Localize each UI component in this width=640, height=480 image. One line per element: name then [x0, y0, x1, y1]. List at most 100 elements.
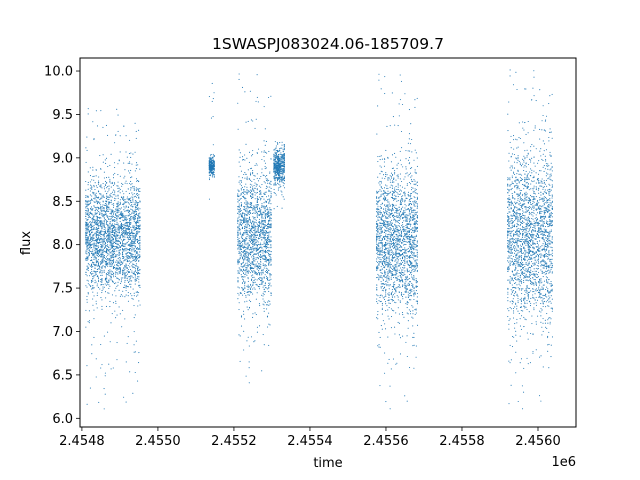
- data-point: [243, 247, 245, 249]
- data-point: [87, 108, 89, 110]
- data-point: [102, 215, 104, 217]
- data-point: [96, 228, 98, 230]
- data-point: [134, 250, 136, 252]
- data-point: [263, 267, 265, 269]
- data-point: [261, 277, 263, 279]
- data-point: [116, 234, 118, 236]
- data-point: [124, 226, 126, 229]
- data-point: [94, 197, 96, 199]
- data-point: [270, 236, 272, 238]
- data-point: [112, 257, 114, 259]
- data-point: [120, 211, 122, 213]
- data-point: [96, 200, 98, 202]
- data-point: [103, 243, 105, 245]
- data-point: [134, 211, 136, 213]
- data-point: [110, 182, 112, 184]
- data-point: [122, 219, 124, 221]
- data-point: [127, 269, 130, 271]
- data-point: [249, 90, 251, 92]
- data-point: [265, 287, 267, 289]
- data-point: [123, 238, 125, 240]
- data-point: [244, 172, 246, 174]
- data-point: [120, 222, 123, 224]
- data-point: [86, 286, 88, 288]
- data-point: [252, 285, 254, 287]
- data-point: [95, 201, 97, 203]
- data-point: [254, 221, 256, 223]
- data-point: [133, 272, 135, 274]
- data-point: [120, 259, 122, 261]
- data-point: [97, 197, 99, 199]
- data-point: [104, 251, 106, 253]
- data-point: [246, 189, 248, 191]
- data-point: [130, 293, 132, 295]
- data-point: [85, 189, 87, 191]
- data-point: [100, 230, 102, 232]
- data-point: [120, 279, 123, 281]
- data-point: [132, 199, 134, 201]
- data-point: [112, 245, 114, 248]
- data-point: [85, 258, 87, 260]
- data-point: [135, 205, 137, 207]
- data-point: [111, 260, 113, 262]
- data-point: [241, 216, 243, 218]
- data-point: [115, 275, 117, 277]
- data-point: [251, 231, 253, 233]
- data-point: [91, 199, 93, 201]
- data-point: [101, 230, 103, 232]
- data-point: [263, 234, 265, 236]
- data-point: [248, 232, 251, 234]
- data-point: [112, 250, 114, 252]
- data-point: [101, 228, 103, 230]
- data-point: [279, 173, 281, 175]
- data-point: [86, 245, 88, 247]
- data-point: [109, 249, 111, 251]
- data-point: [132, 249, 134, 251]
- data-point: [129, 161, 131, 163]
- data-point: [262, 298, 264, 300]
- data-point: [108, 284, 110, 286]
- data-point: [134, 270, 136, 273]
- data-point: [117, 210, 119, 212]
- data-point: [124, 249, 126, 251]
- data-point: [248, 249, 251, 251]
- data-point: [244, 270, 246, 272]
- data-point: [277, 179, 279, 181]
- data-point: [113, 252, 115, 255]
- data-point: [133, 235, 135, 237]
- data-point: [134, 238, 136, 240]
- data-point: [134, 122, 136, 124]
- data-point: [250, 167, 253, 169]
- data-point: [133, 211, 135, 213]
- data-point: [259, 235, 261, 237]
- data-point: [135, 187, 137, 189]
- data-point: [246, 224, 248, 226]
- data-point: [269, 200, 271, 202]
- data-point: [132, 253, 134, 256]
- data-point: [119, 213, 122, 215]
- data-point: [91, 274, 93, 276]
- data-point: [264, 271, 267, 273]
- data-point: [135, 178, 138, 180]
- data-point: [127, 249, 130, 251]
- data-point: [238, 294, 240, 296]
- data-point: [268, 220, 270, 222]
- data-point: [128, 230, 131, 232]
- data-point: [92, 218, 94, 220]
- data-point: [93, 228, 95, 230]
- data-point: [87, 247, 89, 249]
- data-point: [237, 235, 239, 237]
- data-point: [138, 278, 140, 280]
- data-point: [269, 216, 271, 218]
- data-point: [253, 218, 255, 220]
- data-point: [86, 232, 88, 234]
- data-point: [119, 257, 121, 259]
- data-point: [110, 256, 112, 259]
- data-point: [125, 294, 127, 296]
- data-point: [106, 206, 108, 208]
- data-point: [87, 225, 89, 227]
- data-point: [133, 264, 135, 266]
- data-point: [269, 211, 271, 213]
- data-point: [96, 234, 98, 236]
- data-point: [108, 176, 110, 178]
